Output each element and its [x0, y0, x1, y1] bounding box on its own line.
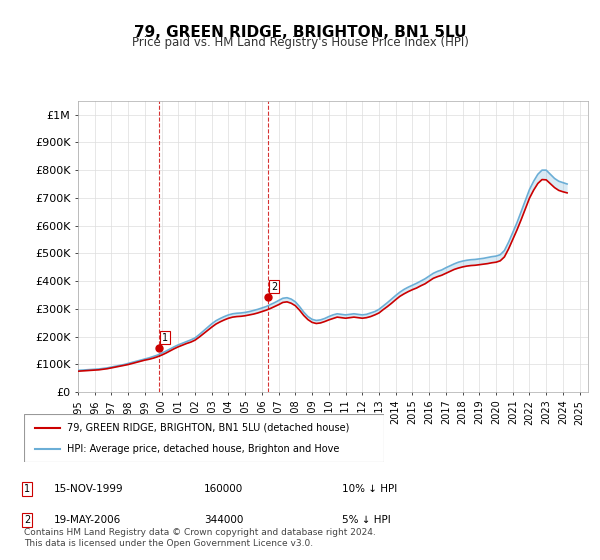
Text: Contains HM Land Registry data © Crown copyright and database right 2024.
This d: Contains HM Land Registry data © Crown c… — [24, 528, 376, 548]
Text: 79, GREEN RIDGE, BRIGHTON, BN1 5LU (detached house): 79, GREEN RIDGE, BRIGHTON, BN1 5LU (deta… — [67, 423, 350, 433]
Text: 1: 1 — [162, 333, 168, 343]
Text: 15-NOV-1999: 15-NOV-1999 — [54, 484, 124, 494]
Text: Price paid vs. HM Land Registry's House Price Index (HPI): Price paid vs. HM Land Registry's House … — [131, 36, 469, 49]
Text: 344000: 344000 — [204, 515, 244, 525]
Text: HPI: Average price, detached house, Brighton and Hove: HPI: Average price, detached house, Brig… — [67, 444, 340, 454]
Text: 160000: 160000 — [204, 484, 243, 494]
Text: 19-MAY-2006: 19-MAY-2006 — [54, 515, 121, 525]
Text: 2: 2 — [24, 515, 30, 525]
Text: 10% ↓ HPI: 10% ↓ HPI — [342, 484, 397, 494]
Text: 5% ↓ HPI: 5% ↓ HPI — [342, 515, 391, 525]
Text: 1: 1 — [24, 484, 30, 494]
Text: 2: 2 — [271, 282, 277, 292]
Text: 79, GREEN RIDGE, BRIGHTON, BN1 5LU: 79, GREEN RIDGE, BRIGHTON, BN1 5LU — [134, 25, 466, 40]
FancyBboxPatch shape — [24, 414, 384, 462]
